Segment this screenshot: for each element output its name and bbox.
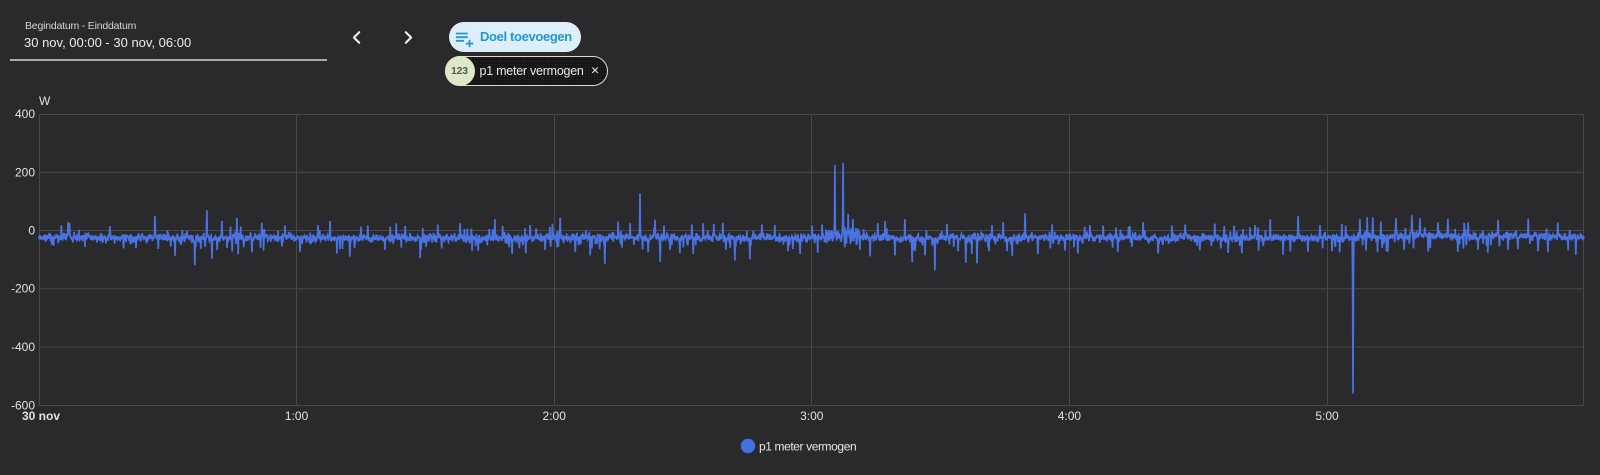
svg-text:0: 0 <box>28 224 35 238</box>
svg-text:400: 400 <box>15 107 35 121</box>
svg-text:1:00: 1:00 <box>285 409 309 423</box>
svg-text:W: W <box>39 94 51 108</box>
svg-text:p1 meter vermogen: p1 meter vermogen <box>759 440 856 454</box>
svg-text:4:00: 4:00 <box>1058 409 1082 423</box>
svg-text:-600: -600 <box>11 398 35 412</box>
svg-text:-400: -400 <box>11 340 35 354</box>
svg-text:5:00: 5:00 <box>1315 409 1339 423</box>
svg-text:200: 200 <box>15 165 35 179</box>
svg-text:-200: -200 <box>11 282 35 296</box>
svg-text:30 nov: 30 nov <box>22 409 60 423</box>
svg-text:2:00: 2:00 <box>543 409 567 423</box>
svg-text:3:00: 3:00 <box>800 409 824 423</box>
